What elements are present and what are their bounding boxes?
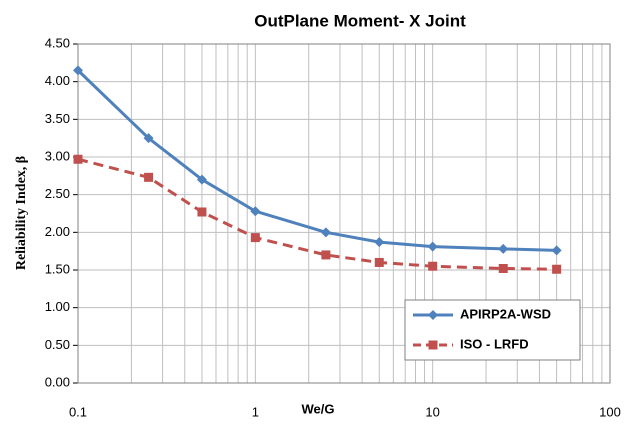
marker xyxy=(374,257,384,267)
marker xyxy=(552,264,562,274)
y-tick-label: 3.50 xyxy=(45,111,70,126)
y-tick-label: 1.00 xyxy=(45,299,70,314)
x-tick-label: 10 xyxy=(425,404,439,419)
marker xyxy=(428,261,438,271)
marker xyxy=(250,206,261,217)
x-tick-label: 100 xyxy=(599,404,621,419)
marker xyxy=(428,340,438,350)
x-tick-label: 1 xyxy=(252,404,259,419)
series-line xyxy=(76,69,557,252)
y-tick-label: 4.50 xyxy=(45,35,70,50)
marker xyxy=(321,250,331,260)
marker xyxy=(428,310,438,320)
legend-box xyxy=(404,299,581,361)
plot-frame xyxy=(77,43,611,384)
marker xyxy=(427,241,438,252)
marker xyxy=(374,237,385,248)
legend: APIRP2A-WSD ISO - LRFD xyxy=(404,299,581,361)
y-tick-label: 3.00 xyxy=(45,148,70,163)
marker xyxy=(551,245,562,256)
chart-title: OutPlane Moment- X Joint xyxy=(254,11,466,30)
legend-label: APIRP2A-WSD xyxy=(460,306,551,321)
x-axis-label: We/G xyxy=(302,401,335,416)
y-tick-label: 0.50 xyxy=(45,337,70,352)
marker xyxy=(498,263,508,273)
marker xyxy=(498,243,509,254)
y-axis-label: Reliability Index, β xyxy=(14,156,29,270)
marker xyxy=(320,227,331,238)
marker xyxy=(143,133,154,144)
marker xyxy=(73,65,83,76)
y-tick-label: 0.00 xyxy=(45,374,70,389)
marker xyxy=(196,174,207,185)
y-tick-label: 1.50 xyxy=(45,261,70,276)
legend-label: ISO - LRFD xyxy=(460,336,529,351)
marker xyxy=(73,154,83,164)
x-tick-label: 0.1 xyxy=(69,404,87,419)
series-line xyxy=(77,157,557,271)
marker xyxy=(197,207,207,217)
marker xyxy=(250,233,260,243)
y-tick-label: 4.00 xyxy=(45,73,70,88)
marker xyxy=(144,172,154,182)
y-tick-label: 2.50 xyxy=(45,186,70,201)
y-tick-label: 2.00 xyxy=(45,224,70,239)
